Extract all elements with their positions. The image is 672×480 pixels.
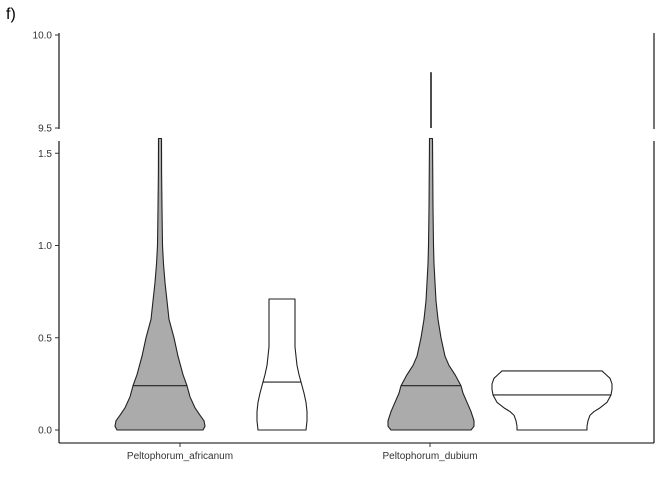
x-tick-label: Peltophorum_dubium: [382, 451, 477, 462]
axes: [58, 33, 655, 444]
y-tick-label: 1.5: [38, 149, 52, 160]
violin: [256, 298, 308, 431]
panel-tag: f): [6, 6, 16, 23]
y-tick-label: 9.5: [38, 124, 52, 135]
violins: [114, 72, 613, 431]
x-tick-label: Peltophorum_africanum: [127, 451, 233, 462]
axis-ticks: 0.0 0.5 1.0 1.5 9.5 10.0 Peltophorum_africanum…: [33, 31, 478, 463]
violin: [491, 370, 613, 431]
y-tick-label: 1.0: [38, 241, 52, 252]
y-tick-label: 0.0: [38, 426, 52, 437]
y-tick-label: 0.5: [38, 333, 52, 344]
y-tick-label: 10.0: [33, 31, 53, 42]
violin: [387, 137, 475, 431]
violin: [114, 137, 206, 431]
